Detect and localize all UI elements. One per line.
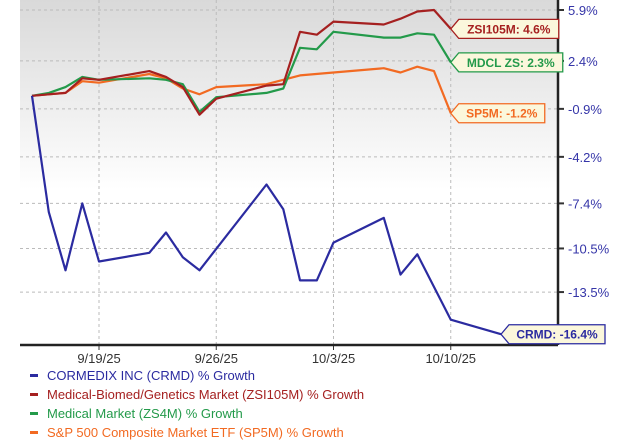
y-tick-label: -10.5% [568,241,610,256]
end-labels: CRMD: -16.4% ZSI105M: 4.6% MDCL ZS: 2.3% SP… [449,18,606,345]
end-label-box [500,324,606,345]
series-line [31,30,452,113]
axes: 5.9% 2.4% -0.9% -4.2% -7.4% -10.5% -13.5% 9/19/… [20,0,610,366]
y-tick-label: -13.5% [568,285,610,300]
legend-label: Medical Market (ZS4M) % Growth [47,406,243,421]
end-label-text: ZSI105M: 4.6% [467,22,551,36]
legend-swatch [30,431,38,434]
legend-label: S&P 500 Composite Market ETF (SP5M) % Gr… [47,425,344,440]
legend-item: Medical Market (ZS4M) % Growth [30,404,364,423]
legend-item: S&P 500 Composite Market ETF (SP5M) % Gr… [30,423,364,442]
y-tick-label: -0.9% [568,102,602,117]
y-tick-label: -4.2% [568,150,602,165]
legend-item: CORMEDIX INC (CRMD) % Growth [30,366,364,385]
legend-label: CORMEDIX INC (CRMD) % Growth [47,368,256,383]
legend-swatch [30,374,38,377]
y-tick-label: -7.4% [568,196,602,211]
series-line [30,95,502,336]
y-tick-label: 2.4% [568,54,598,69]
legend-item: Medical-Biomed/Genetics Market (ZSI105M)… [30,385,364,404]
x-tick-label: 10/3/25 [312,351,355,366]
x-tick-label: 9/26/25 [195,351,238,366]
end-label-text: MDCL ZS: 2.3% [467,56,555,70]
legend-label: Medical-Biomed/Genetics Market (ZSI105M)… [47,387,365,402]
end-label-box [449,52,564,73]
end-label-box [449,18,560,40]
legend: CORMEDIX INC (CRMD) % Growth Medical-Biom… [30,366,364,442]
series-line [31,65,452,114]
end-label-text: SP5M: -1.2% [466,107,538,121]
plot-background [20,0,558,345]
legend-swatch [30,412,38,415]
end-label-text: CRMD: -16.4% [516,328,598,342]
x-tick-label: 9/19/25 [77,351,120,366]
y-tick-label: 5.9% [568,3,598,18]
series-lines [30,8,502,336]
end-label-box [449,103,546,124]
legend-swatch [30,393,38,396]
series-line [31,8,452,116]
x-tick-label: 10/10/25 [425,351,476,366]
